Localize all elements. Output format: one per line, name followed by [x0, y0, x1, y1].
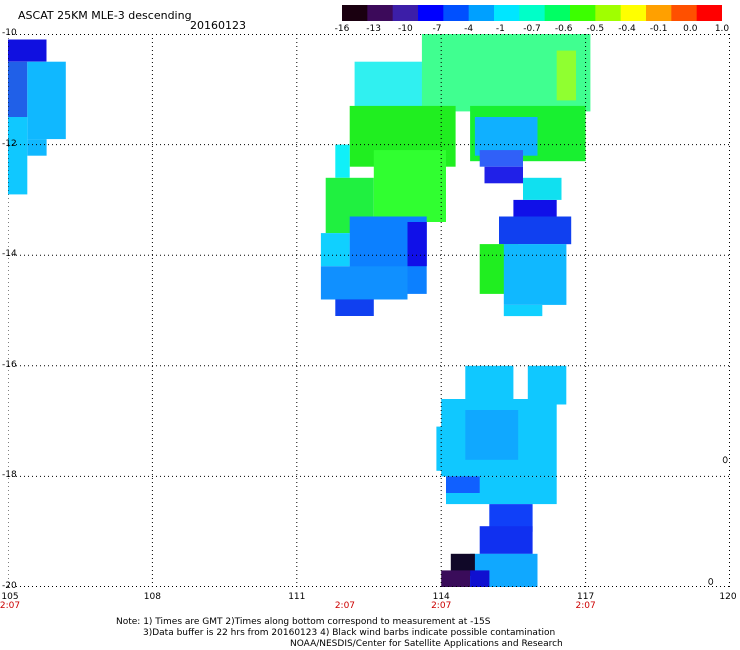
latitude-label: -10	[2, 28, 17, 38]
colorbar-segment	[468, 5, 495, 21]
colorbar-segment	[595, 5, 622, 21]
longitude-label: 105	[1, 592, 19, 602]
colorbar-label: -16	[334, 24, 350, 34]
colorbar-label: -10	[397, 24, 413, 34]
colorbar-label: -0.5	[586, 24, 605, 34]
data-cell	[503, 244, 567, 305]
map-plot	[8, 34, 730, 587]
data-cell	[503, 305, 543, 317]
data-cell	[465, 410, 519, 460]
map-title: ASCAT 25KM MLE-3 descending	[18, 9, 192, 22]
time-label: 2:07	[0, 601, 21, 611]
colorbar-segment	[443, 5, 470, 21]
data-cell	[320, 233, 350, 267]
data-cell	[27, 61, 66, 140]
data-cell	[513, 199, 557, 217]
footer-note-3: NOAA/NESDIS/Center for Satellite Applica…	[290, 639, 563, 649]
data-cell	[450, 553, 475, 576]
longitude-label: 108	[143, 592, 161, 602]
longitude-label: 120	[719, 592, 737, 602]
longitude-label: 114	[432, 592, 450, 602]
colorbar-segment	[342, 5, 368, 21]
colorbar-segment	[646, 5, 672, 21]
data-cell	[499, 216, 572, 245]
footer-note-1: Note: 1) Times are GMT 2)Times along bot…	[116, 617, 491, 627]
data-cell	[8, 39, 47, 62]
time-label: 2:07	[431, 601, 452, 611]
longitude-label: 117	[577, 592, 595, 602]
data-cell	[335, 299, 374, 316]
colorbar-segment	[367, 5, 394, 21]
colorbar-segment	[544, 5, 571, 21]
island-outline	[722, 456, 728, 464]
data-cell	[373, 150, 446, 222]
colorbar-segment	[392, 5, 419, 21]
colorbar-label: -4	[464, 24, 474, 34]
data-cell	[527, 365, 567, 405]
data-cell	[407, 222, 427, 267]
data-cell	[354, 61, 422, 112]
data-cell	[335, 144, 350, 178]
colorbar-segment	[696, 5, 722, 21]
colorbar-label: -0.6	[554, 24, 573, 34]
colorbar-segment	[671, 5, 698, 21]
data-cell	[523, 177, 562, 200]
data-cell	[27, 139, 47, 156]
latitude-label: -14	[2, 249, 17, 260]
data-cell	[8, 61, 28, 117]
colorbar-segment	[570, 5, 596, 21]
colorbar	[342, 5, 722, 21]
latitude-label: -16	[2, 359, 17, 370]
colorbar-segment	[418, 5, 444, 21]
longitude-label: 111	[288, 592, 306, 602]
time-label: 2:07	[334, 601, 356, 611]
colorbar-label: -1	[495, 24, 505, 34]
colorbar-label: -0.7	[523, 24, 541, 34]
data-cell	[441, 570, 471, 587]
colorbar-label: -13	[366, 24, 382, 34]
data-cell	[446, 476, 480, 493]
colorbar-label: 1.0	[714, 24, 730, 34]
colorbar-label: -0.4	[618, 24, 636, 34]
data-cell	[320, 266, 408, 300]
colorbar-segment	[519, 5, 546, 21]
data-cell	[465, 365, 514, 399]
data-cell	[470, 570, 490, 587]
footer-note-2: 3)Data buffer is 22 hrs from 20160123 4)…	[143, 628, 556, 638]
colorbar-segment	[494, 5, 520, 21]
colorbar-label: 0.0	[683, 24, 698, 34]
island-outline	[708, 578, 714, 585]
map-date: 20160123	[190, 19, 246, 32]
data-cell	[479, 150, 523, 167]
latitude-label: -18	[2, 470, 17, 481]
data-cell	[436, 426, 446, 471]
latitude-label: -20	[2, 581, 17, 591]
colorbar-label: -0.1	[649, 24, 668, 34]
data-cell	[484, 166, 523, 184]
colorbar-label: -7	[432, 24, 442, 34]
data-cell	[474, 117, 538, 156]
data-cell	[556, 50, 576, 101]
colorbar-segment	[620, 5, 647, 21]
data-cell	[8, 117, 28, 195]
time-label: 2:07	[575, 601, 596, 611]
latitude-label: -12	[2, 138, 17, 149]
data-cell	[479, 526, 533, 554]
